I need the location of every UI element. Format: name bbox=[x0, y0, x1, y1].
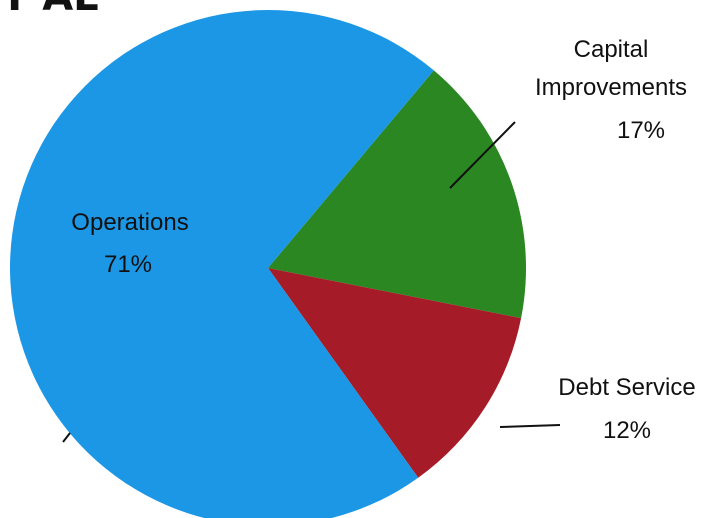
pie-slice-debt-service bbox=[268, 268, 522, 478]
slice-label: Capital bbox=[574, 36, 649, 63]
slice-percent-label: 12% bbox=[603, 417, 651, 444]
pie-slice-operations bbox=[10, 10, 434, 518]
slice-label: Operations bbox=[71, 209, 188, 236]
leader-line bbox=[62, 432, 71, 443]
leader-line bbox=[449, 121, 516, 189]
slice-percent-label: 71% bbox=[104, 251, 152, 278]
chart-title-fragment: T AL bbox=[1, 0, 99, 20]
slice-label: Improvements bbox=[535, 74, 687, 101]
leader-line bbox=[499, 424, 561, 428]
slice-label: Debt Service bbox=[558, 374, 695, 401]
slice-percent-label: 17% bbox=[617, 117, 665, 144]
pie-slice-capital-improvements bbox=[268, 70, 527, 319]
